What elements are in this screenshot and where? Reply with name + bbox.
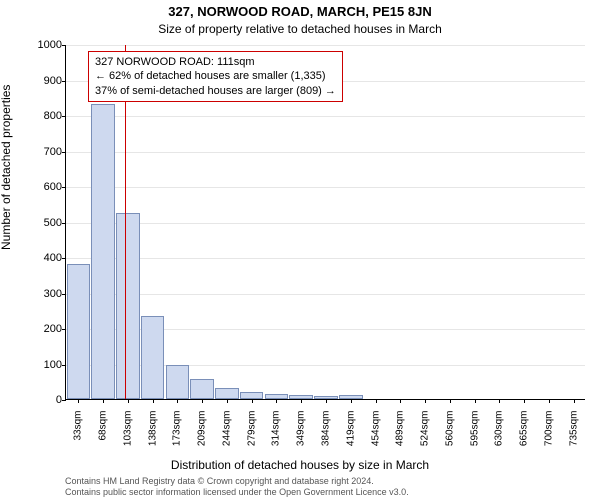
chart-container: 327, NORWOOD ROAD, MARCH, PE15 8JN Size … [0,0,600,500]
xtick-mark [252,399,253,403]
histogram-bar [166,365,190,399]
gridline [66,45,585,46]
footer-line2: Contains public sector information licen… [65,487,590,498]
xtick-label: 595sqm [469,411,480,447]
xtick-mark [202,399,203,403]
annotation-line1: 327 NORWOOD ROAD: 111sqm [95,55,336,69]
xtick-mark [574,399,575,403]
xtick-mark [549,399,550,403]
chart-subtitle: Size of property relative to detached ho… [0,22,600,36]
xtick-label: 173sqm [172,411,183,447]
xtick-mark [276,399,277,403]
histogram-bar [141,316,165,399]
histogram-bar [289,395,313,399]
histogram-bar [339,395,363,399]
ytick-label: 1000 [38,39,62,51]
ytick-mark [62,45,66,46]
xtick-label: 209sqm [197,411,208,447]
xtick-label: 735sqm [568,411,579,447]
ytick-label: 500 [44,217,62,229]
xtick-label: 489sqm [395,411,406,447]
xtick-mark [78,399,79,403]
ytick-label: 900 [44,75,62,87]
footer-line1: Contains HM Land Registry data © Crown c… [65,476,590,487]
ytick-label: 800 [44,110,62,122]
xtick-mark [153,399,154,403]
xtick-mark [425,399,426,403]
xtick-label: 524sqm [420,411,431,447]
gridline [66,187,585,188]
xtick-mark [400,399,401,403]
histogram-bar [190,379,214,399]
xtick-mark [128,399,129,403]
ytick-label: 600 [44,181,62,193]
xtick-label: 665sqm [519,411,530,447]
ytick-mark [62,329,66,330]
xtick-mark [499,399,500,403]
ytick-mark [62,116,66,117]
ytick-mark [62,187,66,188]
chart-title: 327, NORWOOD ROAD, MARCH, PE15 8JN [0,4,600,19]
xtick-mark [301,399,302,403]
xtick-label: 314sqm [271,411,282,447]
xtick-label: 68sqm [98,411,109,441]
histogram-bar [265,394,289,399]
y-axis-label: Number of detached properties [0,85,13,250]
ytick-mark [62,152,66,153]
histogram-bar [314,396,338,399]
histogram-bar [240,392,264,399]
gridline [66,294,585,295]
ytick-label: 400 [44,252,62,264]
gridline [66,258,585,259]
ytick-mark [62,400,66,401]
xtick-label: 279sqm [246,411,257,447]
ytick-label: 300 [44,288,62,300]
ytick-mark [62,365,66,366]
xtick-label: 700sqm [543,411,554,447]
annotation-line2: ← 62% of detached houses are smaller (1,… [95,69,336,83]
xtick-mark [450,399,451,403]
histogram-bar [215,388,239,399]
ytick-mark [62,81,66,82]
xtick-label: 244sqm [221,411,232,447]
xtick-label: 138sqm [147,411,158,447]
xtick-label: 454sqm [370,411,381,447]
ytick-label: 700 [44,146,62,158]
x-axis-label: Distribution of detached houses by size … [0,458,600,472]
xtick-label: 103sqm [122,411,133,447]
xtick-mark [376,399,377,403]
gridline [66,152,585,153]
ytick-mark [62,294,66,295]
ytick-label: 200 [44,323,62,335]
ytick-label: 0 [56,394,62,406]
xtick-mark [475,399,476,403]
histogram-bar [116,213,140,399]
xtick-label: 349sqm [296,411,307,447]
plot-area: 0100200300400500600700800900100033sqm68s… [65,45,585,400]
xtick-mark [177,399,178,403]
xtick-mark [227,399,228,403]
xtick-label: 560sqm [444,411,455,447]
annotation-box: 327 NORWOOD ROAD: 111sqm ← 62% of detach… [88,51,343,102]
xtick-mark [103,399,104,403]
annotation-line3: 37% of semi-detached houses are larger (… [95,84,336,98]
xtick-mark [351,399,352,403]
xtick-mark [524,399,525,403]
ytick-mark [62,223,66,224]
gridline [66,223,585,224]
xtick-label: 384sqm [321,411,332,447]
histogram-bar [91,104,115,399]
footer: Contains HM Land Registry data © Crown c… [65,476,590,498]
gridline [66,116,585,117]
ytick-label: 100 [44,359,62,371]
xtick-mark [326,399,327,403]
xtick-label: 630sqm [494,411,505,447]
xtick-label: 419sqm [345,411,356,447]
histogram-bar [67,264,91,399]
ytick-mark [62,258,66,259]
xtick-label: 33sqm [73,411,84,441]
